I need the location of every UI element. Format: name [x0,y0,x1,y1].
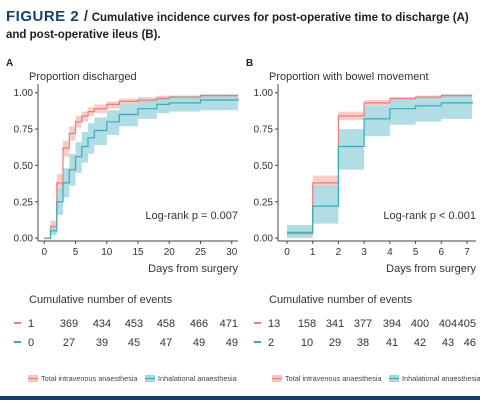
ci-band-inhalational [287,94,473,239]
events-count: 49 [226,337,238,349]
log-rank-annotation: Log-rank p < 0.001 [383,210,476,222]
events-count: 471 [220,318,238,330]
x-tick-label: 2 [336,247,342,258]
y-tick-label: 1.00 [14,88,34,99]
series-line-total-intravenous [44,95,238,239]
y-tick-label: 0.75 [254,125,274,136]
events-count: 0 [28,337,34,349]
events-count: 400 [411,318,429,330]
legend-label: Inhalational anaesthesia [402,374,480,383]
events-count: 394 [383,318,401,330]
events-count: 2 [268,337,274,349]
x-tick-label: 10 [101,247,113,258]
events-count: 341 [326,318,344,330]
panel-letter: A [6,58,13,69]
x-axis-label: Days from surgery [386,263,476,275]
y-tick-label: 0.00 [14,234,34,245]
x-tick-label: 15 [132,247,144,258]
events-count: 39 [96,337,108,349]
panel-a: A Proportion discharged 0.00 0.25 0.50 0.75 1.… [6,58,239,383]
series-line-inhalational [287,101,473,233]
panel-title: Proportion with bowel movement [269,71,429,83]
log-rank-annotation: Log-rank p = 0.007 [145,210,238,222]
events-count: 38 [357,337,369,349]
figure-caption-text: Cumulative incidence curves for post-ope… [6,12,469,41]
events-count: 41 [386,337,398,349]
bottom-rule [0,396,480,400]
legend-label: Total intravenous anaesthesia [285,374,382,383]
events-count: 377 [354,318,372,330]
y-tick-label: 0.50 [14,161,34,172]
x-tick-label: 3 [361,247,367,258]
events-count: 43 [442,337,454,349]
events-table-title: Cumulative number of events [269,294,413,306]
y-tick-label: 0.50 [254,161,274,172]
events-table-title: Cumulative number of events [29,294,173,306]
series-line-inhalational [44,98,239,239]
events-count: 27 [63,337,75,349]
events-count: 458 [157,318,175,330]
panel-letter: B [246,58,253,69]
x-tick-label: 5 [73,247,79,258]
events-count: 453 [125,318,143,330]
events-count: 158 [298,318,316,330]
y-tick-label: 0.75 [14,125,34,136]
events-count: 404 [439,318,457,330]
y-tick-label: 1.00 [254,88,274,99]
series-line-total-intravenous [287,95,473,235]
events-count: 46 [464,337,476,349]
x-tick-label: 7 [464,247,470,258]
x-tick-label: 6 [439,247,445,258]
y-tick-label: 0.25 [14,197,34,208]
legend-label: Inhalational anaesthesia [158,374,238,383]
x-tick-label: 30 [226,247,238,258]
figure-label: FIGURE 2 / [6,8,89,25]
x-tick-label: 1 [310,247,316,258]
events-count: 29 [329,337,341,349]
legend-label: Total intravenous anaesthesia [41,374,138,383]
x-tick-label: 20 [164,247,176,258]
events-count: 466 [190,318,208,330]
events-count: 434 [93,318,111,330]
x-tick-label: 0 [41,247,47,258]
panel-title: Proportion discharged [29,71,137,83]
ci-band-inhalational [44,94,238,239]
x-tick-label: 0 [284,247,290,258]
events-count: 405 [458,318,476,330]
events-count: 49 [193,337,205,349]
events-count: 45 [128,337,140,349]
x-tick-label: 4 [387,247,393,258]
y-tick-label: 0.00 [254,234,274,245]
events-count: 1 [28,318,34,330]
events-count: 10 [301,337,313,349]
x-tick-label: 25 [195,247,207,258]
y-tick-label: 0.25 [254,197,274,208]
events-count: 42 [414,337,426,349]
events-count: 13 [268,318,280,330]
x-tick-label: 5 [413,247,419,258]
events-count: 369 [60,318,78,330]
panel-b: B Proportion with bowel movement 0.00 0.25 0… [246,58,480,383]
events-count: 47 [160,337,172,349]
figure-caption: FIGURE 2 / Cumulative incidence curves f… [6,8,474,44]
x-axis-label: Days from surgery [148,263,238,275]
